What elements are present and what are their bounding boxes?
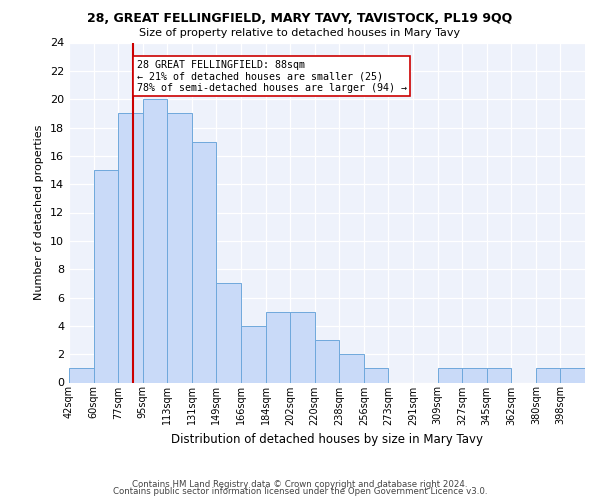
Text: Contains HM Land Registry data © Crown copyright and database right 2024.: Contains HM Land Registry data © Crown c… — [132, 480, 468, 489]
Bar — [560, 368, 585, 382]
Bar — [290, 312, 315, 382]
Text: 28, GREAT FELLINGFIELD, MARY TAVY, TAVISTOCK, PL19 9QQ: 28, GREAT FELLINGFIELD, MARY TAVY, TAVIS… — [88, 12, 512, 26]
X-axis label: Distribution of detached houses by size in Mary Tavy: Distribution of detached houses by size … — [171, 433, 483, 446]
Bar — [217, 284, 241, 382]
Bar — [143, 99, 167, 382]
Bar — [315, 340, 339, 382]
Bar — [94, 170, 118, 382]
Bar — [69, 368, 94, 382]
Bar — [241, 326, 266, 382]
Bar — [192, 142, 217, 382]
Text: 28 GREAT FELLINGFIELD: 88sqm
← 21% of detached houses are smaller (25)
78% of se: 28 GREAT FELLINGFIELD: 88sqm ← 21% of de… — [137, 60, 407, 92]
Bar — [266, 312, 290, 382]
Bar — [462, 368, 487, 382]
Bar — [536, 368, 560, 382]
Text: Contains public sector information licensed under the Open Government Licence v3: Contains public sector information licen… — [113, 487, 487, 496]
Bar — [364, 368, 388, 382]
Bar — [339, 354, 364, 382]
Bar — [487, 368, 511, 382]
Text: Size of property relative to detached houses in Mary Tavy: Size of property relative to detached ho… — [139, 28, 461, 38]
Bar — [167, 114, 192, 382]
Y-axis label: Number of detached properties: Number of detached properties — [34, 125, 44, 300]
Bar — [118, 114, 143, 382]
Bar — [437, 368, 462, 382]
